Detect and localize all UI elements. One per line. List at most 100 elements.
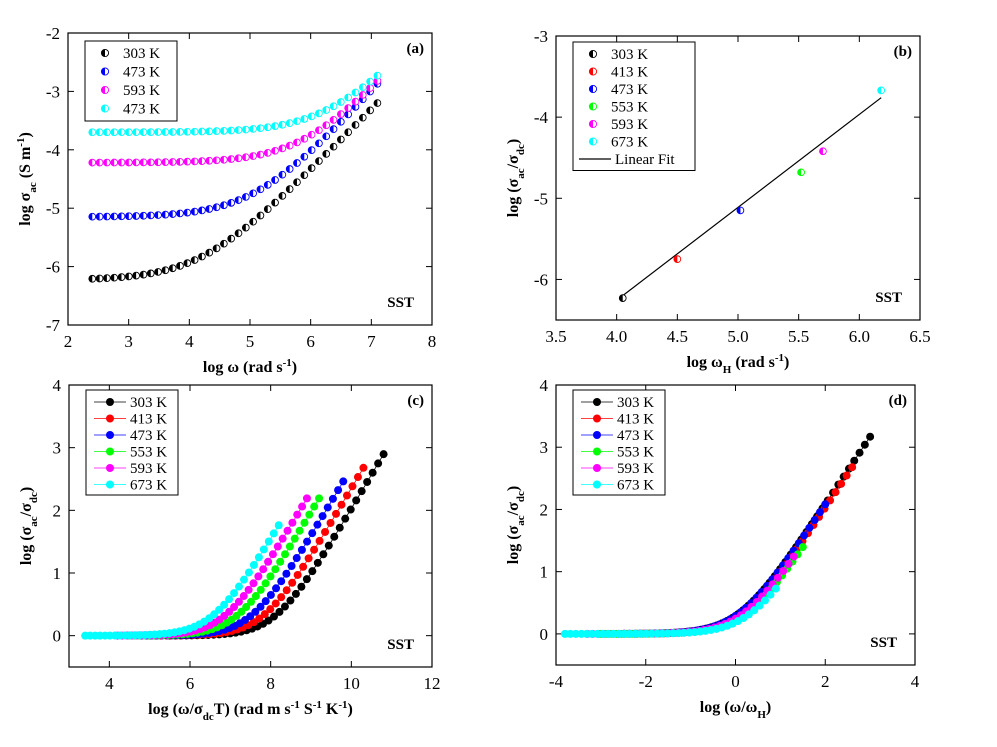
data-point	[330, 532, 339, 541]
data-point	[235, 582, 244, 591]
data-point-fill	[286, 165, 290, 173]
data-point	[363, 477, 372, 486]
data-point-fill	[315, 139, 319, 147]
data-point-fill	[322, 121, 327, 129]
data-point	[805, 523, 814, 532]
data-point	[368, 468, 377, 477]
data-point-fill	[96, 275, 100, 282]
data-point-fill	[161, 158, 166, 166]
data-point	[771, 584, 780, 593]
data-point-fill	[337, 118, 341, 126]
data-point-fill	[118, 159, 122, 166]
data-point-fill	[96, 213, 100, 221]
data-point	[277, 577, 286, 586]
x-tick-label: 8	[428, 332, 437, 351]
data-point-fill	[205, 127, 210, 135]
data-point-fill	[308, 112, 312, 120]
legend-item: 473 K	[588, 82, 648, 98]
data-point-fill	[359, 83, 363, 91]
data-point	[810, 516, 819, 525]
y-tick-label: -6	[46, 258, 60, 277]
data-point	[272, 584, 281, 593]
data-point-fill	[88, 275, 93, 283]
data-point	[276, 557, 285, 566]
data-point	[300, 518, 309, 527]
data-point	[779, 566, 788, 575]
legend-marker-fill	[101, 86, 105, 94]
data-point-fill	[205, 157, 210, 165]
data-point-fill	[344, 110, 349, 118]
data-point-fill	[271, 122, 276, 130]
data-point	[230, 603, 239, 612]
x-tick-label: 4	[911, 672, 920, 691]
legend-label: Linear Fit	[615, 152, 675, 168]
data-point-fill	[154, 158, 159, 166]
data-point	[308, 529, 317, 538]
legend-item: 413 K	[581, 412, 654, 428]
data-point	[831, 488, 840, 497]
y-tick-label: 2	[53, 501, 62, 520]
data-point-fill	[271, 176, 276, 184]
y-axis-title: log (σac/σdc)	[505, 486, 527, 564]
data-point	[244, 568, 253, 577]
x-tick-label: 2	[64, 332, 73, 351]
x-tick-label: 12	[424, 674, 441, 693]
data-point-fill	[161, 266, 166, 274]
legend-marker	[106, 431, 114, 439]
y-tick-label: -2	[46, 24, 60, 43]
data-point-fill	[300, 115, 305, 123]
data-point	[249, 560, 258, 569]
data-point-fill	[352, 89, 356, 96]
data-point	[310, 545, 319, 554]
legend-marker-fill	[101, 49, 105, 57]
legend-item: 303 K	[588, 47, 648, 63]
data-point-fill	[169, 264, 173, 272]
legend-marker	[106, 447, 114, 456]
data-point-fill	[140, 271, 144, 279]
legend-marker	[593, 464, 601, 472]
legend-marker-fill	[589, 102, 593, 111]
data-point	[271, 599, 280, 608]
data-point	[348, 482, 357, 491]
data-point	[261, 579, 270, 588]
data-point-fill	[315, 109, 319, 117]
data-point-fill	[198, 157, 202, 165]
data-point-fill	[154, 268, 159, 276]
x-tick-label: 6.0	[849, 327, 870, 346]
data-point	[274, 521, 283, 530]
data-point-fill	[110, 128, 115, 136]
legend-label: 473 K	[123, 65, 160, 81]
data-point-fill	[183, 158, 188, 166]
data-point	[374, 459, 383, 468]
data-point-fill	[359, 91, 363, 99]
data-point-fill	[132, 128, 137, 136]
data-point-fill	[96, 128, 100, 136]
data-point-fill	[366, 84, 371, 92]
data-point	[319, 550, 328, 559]
legend-marker-fill	[589, 50, 593, 58]
x-tick-label: 5	[246, 332, 255, 351]
data-point-fill	[88, 128, 93, 136]
data-point	[239, 592, 248, 601]
y-tick-label: 3	[53, 439, 62, 458]
data-point	[297, 545, 306, 554]
data-point-fill	[125, 128, 129, 136]
legend-item: 593 K	[94, 461, 167, 477]
data-point-fill	[205, 249, 210, 257]
series-473-K	[614, 500, 830, 638]
legend-label: 593 K	[130, 461, 167, 477]
legend-marker-fill	[589, 120, 593, 128]
data-point	[293, 510, 302, 519]
data-point-fill	[330, 102, 334, 110]
data-point-fill	[169, 128, 173, 136]
legend-item: 673 K	[588, 135, 648, 151]
x-axis-title: log ω (rad s-1)	[203, 357, 297, 376]
data-point-fill	[257, 151, 261, 158]
data-point	[225, 595, 234, 604]
data-point-fill	[366, 78, 371, 85]
data-point	[298, 502, 307, 511]
x-tick-label: 0	[731, 672, 740, 691]
data-point-fill	[257, 212, 261, 219]
data-point	[286, 596, 295, 605]
